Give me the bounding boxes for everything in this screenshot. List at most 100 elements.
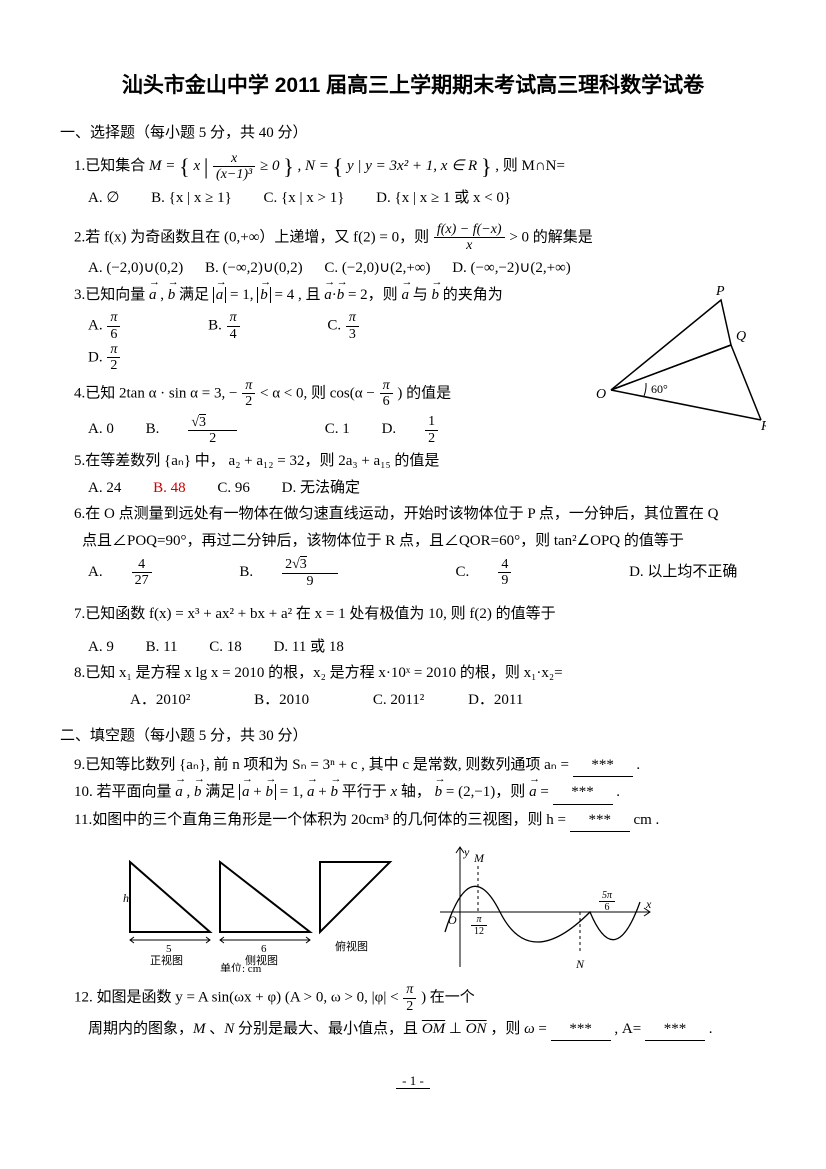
brace-r: }	[283, 154, 294, 179]
q1-B: B. {x | x ≥ 1}	[151, 187, 232, 210]
q4-b: < α < 0, 则 cos(α −	[260, 385, 379, 401]
question-4: 4.已知 2tan α · sin α = 3, − π2 < α < 0, 则…	[74, 378, 766, 410]
question-1: 1.已知集合 M = { x | x (x−1)³ ≥ 0 } , N = { …	[74, 150, 766, 183]
q12-c: , A=	[614, 1021, 645, 1037]
abs-a: a	[213, 287, 227, 303]
q1-A: A. ∅	[88, 187, 119, 210]
q4-pi: π	[242, 378, 255, 394]
q7-A: A. 9	[88, 636, 114, 659]
q10-blank: ***	[553, 781, 613, 805]
q1-x: x	[193, 158, 203, 174]
q1-between: , N =	[298, 158, 333, 174]
q6-options: A. 427 B. 2√39 C. 49 D. 以上均不正确	[88, 556, 766, 589]
q1-frac: x (x−1)³	[213, 151, 255, 183]
figures-row: h 5 正视图 6 侧视图 俯视图 单位: cm y x O M N	[120, 842, 766, 972]
question-7: 7.已知函数 f(x) = x³ + ax² + bx + a² 在 x = 1…	[74, 603, 766, 626]
lbl-unit: 单位: cm	[220, 961, 262, 972]
q4-c: ) 的值是	[397, 385, 451, 401]
section-1-header: 一、选择题（每小题 5 分，共 40 分）	[60, 122, 766, 145]
lbl-N: N	[575, 957, 585, 971]
q8-D: D．2011	[468, 689, 523, 712]
q12-blank1: ***	[551, 1018, 611, 1042]
q4-2: 2	[242, 394, 255, 409]
q2-options: A. (−2,0)∪(0,2) B. (−∞,2)∪(0,2) C. (−2,0…	[88, 257, 766, 280]
question-10: 10. 若平面向量 a , b 满足 a + b = 1, a + b 平行于 …	[74, 781, 766, 805]
q2-stem-b: > 0 的解集是	[509, 229, 592, 245]
lbl-top: 俯视图	[335, 939, 368, 953]
brace-l: {	[179, 154, 190, 179]
q7-C: C. 18	[209, 636, 242, 659]
brace-r2: }	[481, 154, 492, 179]
sine-graph: y x O M N π12 5π6	[430, 842, 660, 972]
lbl-Q: Q	[736, 329, 746, 344]
lbl-M: M	[473, 851, 485, 865]
q11-unit: cm .	[633, 812, 659, 828]
q11-blank: ***	[570, 809, 630, 833]
bar: |	[204, 154, 208, 179]
q4-a: 4.已知 2tan α · sin α = 3, −	[74, 385, 237, 401]
lbl-R: R	[760, 419, 766, 430]
q9-blank: ***	[573, 754, 633, 778]
q3-D: D. π2	[88, 342, 176, 374]
question-6-l1: 6.在 O 点测量到远处有一物体在做匀速直线运动，开始时该物体位于 P 点，一分…	[74, 503, 766, 526]
q5-options: A. 24 B. 48 C. 96 D. 无法确定	[88, 477, 766, 500]
q1-stem: 1.已知集合	[74, 158, 149, 174]
q3-A: A. π6	[88, 310, 176, 342]
q12-blank2: ***	[645, 1018, 705, 1042]
q4-B: B. √32	[146, 414, 293, 447]
q3-C: C. π3	[327, 310, 415, 342]
q12a-text: 12. 如图是函数 y = A sin(ωx + φ) (A > 0, ω > …	[74, 990, 402, 1006]
q7-options: A. 9 B. 11 C. 18 D. 11 或 18	[88, 636, 766, 659]
lbl-x: x	[645, 897, 652, 911]
q7-B: B. 11	[146, 636, 178, 659]
q2-stem-a: 2.若 f(x) 为奇函数且在 (0,+∞）上递增，又 f(2) = 0，则	[74, 229, 433, 245]
question-8: 8.已知 x₁ 是方程 x lg x = 2010 的根，x₂ 是方程 x·10…	[74, 662, 766, 685]
lbl-O2: O	[448, 913, 457, 927]
q7-D: D. 11 或 18	[274, 636, 344, 659]
abs-b: b	[257, 287, 271, 303]
q11-text: 11.如图中的三个直角三角形是一个体积为 20cm³ 的几何体的三视图，则 h …	[74, 812, 570, 828]
q3-B: B. π4	[208, 310, 296, 342]
q12-2: 2	[403, 999, 416, 1014]
q2-frac-n: f(x) − f(−x)	[434, 222, 505, 238]
question-6-l2: 点且∠POQ=90°，再过二分钟后，该物体位于 R 点，且∠QOR=60°，则 …	[82, 530, 766, 553]
q4-pi6: π	[380, 378, 393, 394]
lbl-5: 5	[166, 943, 172, 955]
q4-A: A. 0	[88, 418, 114, 441]
q6-D: D. 以上均不正确	[629, 561, 737, 584]
q1-frac-d: (x−1)³	[213, 167, 255, 182]
svg-text:h: h	[123, 891, 129, 905]
q2-frac: f(x) − f(−x) x	[434, 222, 505, 254]
q8-B: B．2010	[254, 689, 309, 712]
vec-a: a	[149, 284, 157, 307]
q5-D: D. 无法确定	[282, 477, 360, 500]
q4-C: C. 1	[325, 418, 350, 441]
q5-A: A. 24	[88, 477, 121, 500]
doc-title: 汕头市金山中学 2011 届高三上学期期末考试高三理科数学试卷	[60, 70, 766, 102]
q1-frac-n: x	[213, 151, 255, 167]
q2-D: D. (−∞,−2)∪(2,+∞)	[452, 257, 571, 280]
q5-B: B. 48	[153, 477, 186, 500]
q8-C: C. 2011²	[373, 689, 424, 712]
question-12-a: 12. 如图是函数 y = A sin(ωx + φ) (A > 0, ω > …	[74, 982, 766, 1014]
q9-text: 9.已知等比数列 {aₙ}, 前 n 项和为 Sₙ = 3ⁿ + c , 其中 …	[74, 757, 573, 773]
lbl-y: y	[463, 845, 470, 859]
q1-C: C. {x | x > 1}	[264, 187, 345, 210]
three-views: h 5 正视图 6 侧视图 俯视图 单位: cm	[120, 852, 400, 972]
vec-b: b	[168, 284, 176, 307]
brace-l2: {	[333, 154, 344, 179]
question-12-b: 周期内的图象，M 、N 分别是最大、最小值点，且 OM ⊥ ON ，则 ω = …	[88, 1018, 766, 1042]
q1-M: M =	[149, 158, 179, 174]
q1-setn: y | y = 3x² + 1, x ∈ R	[347, 158, 477, 174]
q1-options: A. ∅ B. {x | x ≥ 1} C. {x | x > 1} D. {x…	[88, 187, 766, 210]
q5-C: C. 96	[217, 477, 250, 500]
q4-D: D. 12	[382, 414, 495, 446]
q1-D: D. {x | x ≥ 1 或 x < 0}	[376, 187, 511, 210]
q6-A: A. 427	[88, 557, 208, 589]
q1-cond: ≥ 0	[260, 158, 279, 174]
q12a-end: ) 在一个	[421, 990, 475, 1006]
q6-C: C. 49	[456, 557, 568, 589]
question-5: 5.在等差数列 {aₙ} 中， a₂ + a₁₂ = 32，则 2a₃ + a₁…	[74, 450, 766, 473]
q1-tail: , 则 M∩N=	[495, 158, 565, 174]
q2-frac-d: x	[434, 238, 505, 253]
